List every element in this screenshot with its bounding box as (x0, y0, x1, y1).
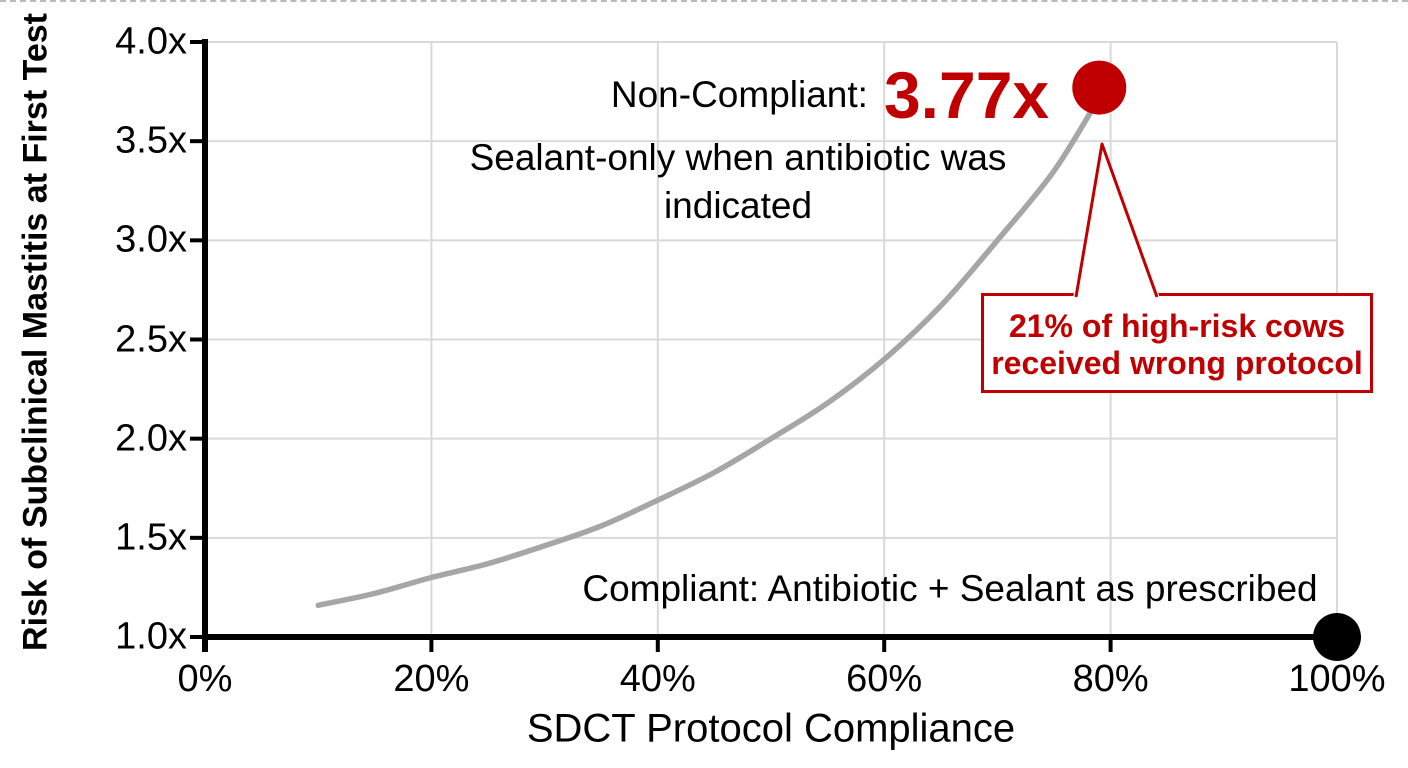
x-tick-label: 100% (1288, 658, 1386, 700)
x-tick-label: 40% (619, 658, 696, 700)
y-tick-label: 3.0x (115, 218, 187, 261)
y-tick-label: 2.0x (115, 417, 187, 460)
x-tick-label: 20% (393, 658, 470, 700)
x-tick-label: 80% (1072, 658, 1149, 700)
slide-top-edge (0, 0, 1408, 2)
callout-line1: 21% of high-risk cows (1008, 308, 1346, 344)
x-tick-label: 60% (846, 658, 923, 700)
non-compliant-value: 3.77x (883, 58, 1050, 132)
callout-line2: received wrong protocol (991, 345, 1363, 381)
y-tick-label: 1.0x (115, 615, 187, 658)
compliant-point (1313, 613, 1361, 661)
x-tick-label: 0% (177, 658, 233, 700)
y-tick-label: 3.5x (115, 119, 187, 162)
non-compliant-desc-line1: Sealant-only when antibiotic was (469, 137, 1007, 178)
y-tick-label: 1.5x (115, 516, 187, 559)
compliant-annotation: Compliant: Antibiotic + Sealant as presc… (582, 568, 1318, 609)
callout-box: 21% of high-risk cows received wrong pro… (981, 293, 1373, 393)
y-tick-label: 2.5x (115, 318, 187, 360)
y-tick-label: 4.0x (115, 20, 187, 63)
non-compliant-label: Non-Compliant: (610, 74, 868, 115)
x-axis-title: SDCT Protocol Compliance (526, 706, 1016, 751)
risk-curve (315, 94, 1103, 609)
non-compliant-desc-line2: indicated (663, 185, 813, 226)
non-compliant-annotation: Non-Compliant: 3.77x (611, 57, 1049, 133)
non-compliant-point (1072, 60, 1127, 115)
